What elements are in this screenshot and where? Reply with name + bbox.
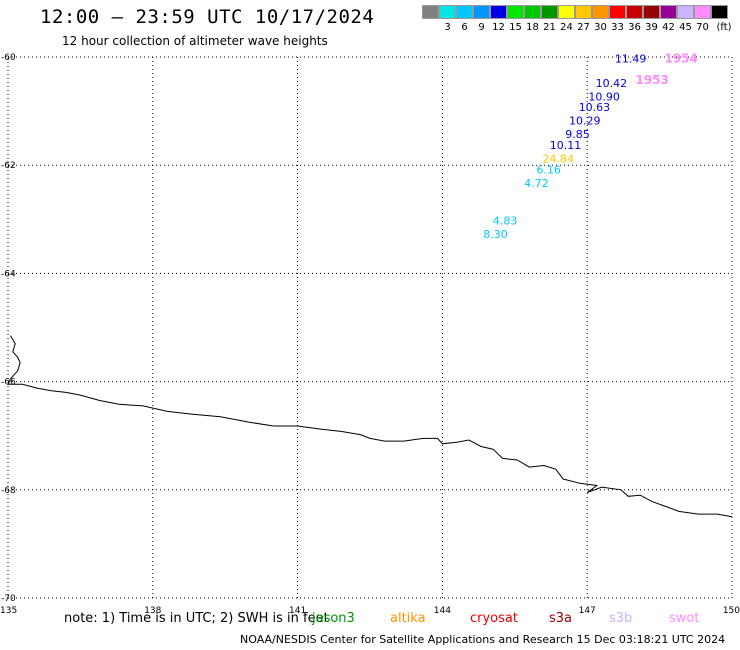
legend-label: 45: [679, 22, 692, 33]
legend-swatch: [575, 5, 592, 19]
pass-time-label: 1954: [664, 51, 697, 65]
legend-swatch: [490, 5, 507, 19]
legend-swatch: [694, 5, 711, 19]
legend-label: 24: [560, 22, 573, 33]
legend-swatch: [643, 5, 660, 19]
legend-unit-label: (ft): [716, 22, 732, 33]
legend-label: 30: [594, 22, 607, 33]
wave-height-label: 9.85: [565, 128, 590, 141]
legend-label: 39: [645, 22, 658, 33]
x-tick-label: 144: [434, 606, 451, 616]
page-subtitle: 12 hour collection of altimeter wave hei…: [62, 34, 328, 48]
axis-tick-labels: -60 -62 -64 -66 -68 -70 135 138 141 144 147 150: [0, 53, 740, 616]
wave-height-label: 4.72: [524, 177, 549, 190]
legend-swatch: [422, 5, 439, 19]
legend-label: 15: [509, 22, 522, 33]
legend-swatch: [592, 5, 609, 19]
wave-height-label: 8.30: [483, 228, 508, 241]
legend-label: 18: [526, 22, 539, 33]
legend-label: 70: [696, 22, 709, 33]
coastline: [7, 335, 733, 518]
legend-swatch: [677, 5, 694, 19]
wave-height-label: 11.49: [615, 52, 647, 65]
legend-label: 42: [662, 22, 675, 33]
wave-height-label: 4.83: [493, 215, 518, 228]
wave-height-label: 10.11: [550, 139, 582, 152]
y-tick-label: -68: [1, 486, 16, 496]
legend-label: 6: [461, 22, 468, 33]
mission-label: s3b: [609, 611, 633, 626]
mission-label: s3a: [549, 611, 573, 626]
legend-swatch: [541, 5, 558, 19]
page-title: 12:00 — 23:59 UTC 10/17/2024: [40, 6, 375, 28]
legend-swatch: [524, 5, 541, 19]
y-tick-label: -70: [1, 594, 16, 604]
legend-swatch: [711, 5, 728, 19]
wave-height-color-legend: 3 6 9 12 15 18 21 24 27 30 33 36 39 42 45 70 (ft): [422, 5, 732, 35]
legend-swatch: [473, 5, 490, 19]
footer-note: note: 1) Time is in UTC; 2) SWH is in fe…: [64, 611, 329, 626]
footer-credit: NOAA/NESDIS Center for Satellite Applica…: [240, 633, 726, 646]
coastline-path: [7, 335, 733, 518]
legend-swatch: [660, 5, 677, 19]
wave-height-label: 10.63: [579, 101, 611, 114]
wave-height-label: 10.42: [596, 77, 628, 90]
x-tick-label: 138: [144, 606, 161, 616]
grid-lines: [8, 57, 732, 598]
legend-label: 33: [611, 22, 624, 33]
y-tick-label: -64: [1, 269, 16, 279]
wave-height-label: 24.84: [542, 152, 574, 165]
pass-time-label: 1953: [635, 73, 668, 87]
legend-label: 27: [577, 22, 590, 33]
y-tick-label: -62: [1, 161, 16, 171]
legend-swatch: [626, 5, 643, 19]
legend-swatch: [609, 5, 626, 19]
wave-height-label: 10.29: [569, 115, 601, 128]
map-frame: [7, 56, 733, 599]
x-tick-label: 141: [289, 606, 306, 616]
legend-swatch: [456, 5, 473, 19]
mission-label: jason3: [312, 611, 355, 626]
x-tick-label: 150: [723, 606, 740, 616]
legend-label: 3: [444, 22, 451, 33]
mission-label: cryosat: [470, 611, 518, 626]
legend-label: 36: [628, 22, 641, 33]
legend-label: 21: [543, 22, 556, 33]
mission-label: altika: [390, 611, 426, 626]
legend-swatch: [558, 5, 575, 19]
legend-label: 12: [492, 22, 505, 33]
x-tick-label: 135: [0, 606, 17, 616]
plot-border: [7, 56, 733, 599]
legend-swatch: [439, 5, 456, 19]
y-tick-label: -60: [1, 53, 16, 63]
wave-height-observations: 11.49 10.4210.9010.6310.299.8510.1124.846…: [483, 51, 698, 241]
mission-label: swot: [669, 611, 700, 626]
wave-height-label: 10.90: [588, 90, 620, 103]
y-tick-label: -66: [1, 378, 16, 388]
wave-height-label: 6.16: [536, 163, 561, 176]
legend-swatch: [507, 5, 524, 19]
x-tick-label: 147: [579, 606, 596, 616]
legend-label: 9: [478, 22, 485, 33]
